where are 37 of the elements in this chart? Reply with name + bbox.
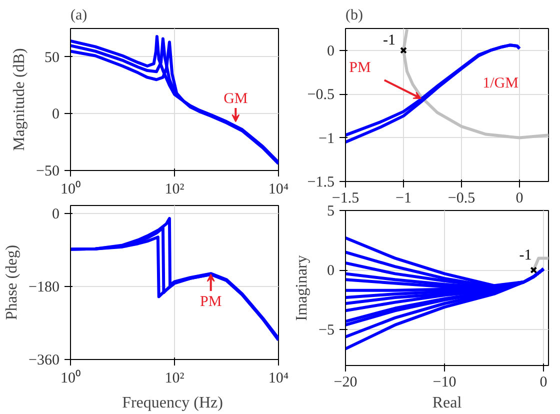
chart-title: (b): [346, 8, 363, 24]
y-tick-label: 0: [327, 263, 334, 280]
x-axis-title: Real: [432, 394, 462, 412]
x-tick-label: −10: [432, 374, 456, 390]
annotation: 1/GM: [482, 76, 518, 92]
x-tick-label: 10²: [164, 370, 185, 386]
y-tick-label: 0: [52, 206, 60, 223]
x-axis-title: Frequency (Hz): [122, 394, 223, 412]
annotation: PM: [349, 60, 371, 76]
y-tick-label: −0.5: [307, 87, 335, 104]
y-tick-label: 50: [44, 50, 60, 66]
annotation: -1: [383, 32, 396, 49]
x-tick-label: 10⁰: [60, 180, 80, 198]
annotation: PM: [200, 294, 222, 310]
y-tick-label: 0: [52, 106, 60, 123]
x-tick-label: 10⁴: [268, 182, 289, 198]
chart-title: (a): [70, 8, 88, 24]
y-tick-label: −360: [28, 352, 60, 368]
x-tick-label: 0: [516, 190, 524, 206]
y-axis-title: Magnitude (dB): [11, 48, 28, 151]
annotation: GM: [224, 90, 248, 107]
y-tick-label: −50: [36, 164, 60, 180]
x-tick-label: 10⁰: [60, 370, 80, 386]
x-tick-label: −20: [334, 374, 358, 390]
y-axis-title: Imaginary: [294, 255, 311, 321]
annotation: -1: [519, 248, 532, 264]
y-axis-title: Phase (deg): [4, 244, 21, 320]
x-tick-label: 0: [540, 374, 548, 390]
x-tick-label: 10²: [164, 182, 185, 198]
y-tick-label: −5: [318, 322, 335, 339]
y-tick-label: 0: [327, 43, 334, 60]
y-tick-label: 5: [327, 204, 334, 220]
x-tick-label: −0.5: [448, 190, 476, 206]
y-tick-label: −180: [28, 280, 60, 296]
x-tick-label: 10⁴: [268, 370, 289, 386]
y-tick-label: −1: [318, 130, 335, 147]
x-tick-label: −1: [396, 190, 412, 206]
